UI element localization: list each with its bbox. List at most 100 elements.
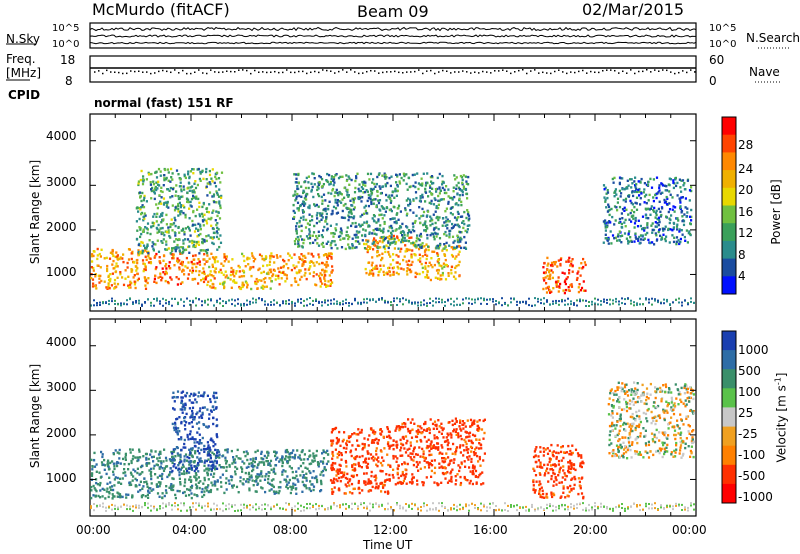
heatmap-cell — [216, 222, 219, 225]
heatmap-cell — [177, 277, 180, 281]
heatmap-cell — [559, 258, 562, 261]
nave-point — [654, 69, 656, 71]
heatmap-cell — [688, 189, 692, 192]
heatmap-cell — [421, 196, 424, 199]
heatmap-cell — [335, 474, 338, 477]
heatmap-cell — [172, 477, 175, 481]
heatmap-cell — [205, 167, 208, 171]
heatmap-cell — [301, 209, 304, 212]
heatmap-cell — [91, 285, 95, 288]
heatmap-cell — [437, 194, 440, 198]
heatmap-cell — [364, 267, 367, 271]
heatmap-cell — [457, 203, 460, 207]
heatmap-cell — [184, 227, 187, 230]
heatmap-cell — [268, 260, 272, 263]
heatmap-cell — [401, 473, 404, 476]
heatmap-cell — [423, 250, 427, 253]
heatmap-cell — [161, 477, 164, 480]
heatmap-cell — [445, 191, 448, 195]
heatmap-cell — [300, 195, 303, 198]
heatmap-cell — [455, 255, 458, 258]
heatmap-cell — [302, 191, 305, 195]
heatmap-cell — [348, 211, 351, 214]
heatmap-cell — [293, 455, 296, 459]
heatmap-cell — [219, 241, 223, 244]
heatmap-cell — [252, 484, 255, 487]
heatmap-cell — [160, 221, 163, 224]
heatmap-cell — [544, 276, 547, 279]
nave-point — [406, 71, 408, 73]
heatmap-cell — [179, 453, 182, 456]
heatmap-cell — [658, 220, 661, 224]
heatmap-cell — [672, 227, 675, 231]
heatmap-cell — [654, 221, 657, 224]
heatmap-cell — [464, 188, 467, 191]
clutter-cell — [150, 304, 152, 307]
heatmap-cell — [199, 232, 202, 236]
heatmap-cell — [441, 174, 444, 178]
heatmap-cell — [429, 215, 432, 218]
heatmap-cell — [419, 232, 422, 236]
heatmap-cell — [336, 191, 339, 195]
heatmap-cell — [104, 497, 107, 500]
heatmap-cell — [613, 176, 616, 180]
heatmap-cell — [656, 217, 659, 221]
heatmap-cell — [312, 261, 315, 265]
heatmap-cell — [183, 438, 186, 442]
heatmap-cell — [175, 190, 178, 193]
heatmap-cell — [139, 472, 142, 475]
heatmap-cell — [214, 287, 217, 290]
heatmap-cell — [127, 462, 130, 466]
clutter-cell — [600, 300, 602, 303]
heatmap-cell — [330, 213, 333, 216]
heatmap-cell — [366, 199, 369, 203]
heatmap-cell — [457, 216, 460, 219]
heatmap-cell — [152, 189, 155, 192]
heatmap-cell — [137, 250, 140, 254]
heatmap-cell — [452, 275, 456, 278]
heatmap-cell — [432, 181, 435, 185]
nave-point — [590, 70, 592, 73]
clutter-cell — [225, 300, 227, 303]
heatmap-cell — [209, 438, 212, 442]
clutter-cell — [636, 302, 638, 305]
heatmap-cell — [395, 181, 398, 184]
heatmap-cell — [142, 199, 145, 202]
heatmap-cell — [460, 238, 463, 241]
heatmap-cell — [197, 391, 200, 394]
clutter-cell — [129, 298, 131, 301]
heatmap-cell — [467, 183, 470, 186]
heatmap-cell — [159, 275, 162, 278]
heatmap-cell — [161, 241, 164, 244]
heatmap-cell — [370, 189, 373, 193]
heatmap-cell — [369, 489, 373, 492]
heatmap-cell — [214, 219, 217, 222]
heatmap-cell — [144, 249, 147, 252]
heatmap-cell — [379, 246, 382, 249]
heatmap-cell — [219, 268, 222, 272]
heatmap-cell — [272, 478, 275, 481]
heatmap-cell — [333, 232, 336, 235]
clutter-cell — [612, 302, 614, 305]
heatmap-cell — [169, 186, 172, 190]
clutter-cell — [384, 301, 386, 304]
heatmap-cell — [430, 192, 433, 195]
heatmap-cell — [466, 228, 469, 231]
heatmap-cell — [372, 274, 375, 277]
heatmap-cell — [412, 199, 415, 202]
heatmap-cell — [324, 253, 327, 256]
heatmap-cell — [92, 269, 95, 272]
heatmap-cell — [438, 172, 441, 176]
heatmap-cell — [205, 235, 208, 238]
heatmap-cell — [375, 476, 378, 480]
heatmap-cell — [679, 206, 682, 209]
heatmap-cell — [117, 481, 121, 484]
clutter-cell — [588, 301, 590, 303]
heatmap-cell — [114, 270, 118, 273]
heatmap-cell — [316, 242, 319, 245]
heatmap-cell — [457, 436, 460, 439]
heatmap-cell — [445, 219, 448, 223]
heatmap-cell — [239, 476, 242, 479]
heatmap-cell — [652, 210, 656, 213]
heatmap-cell — [209, 448, 212, 452]
